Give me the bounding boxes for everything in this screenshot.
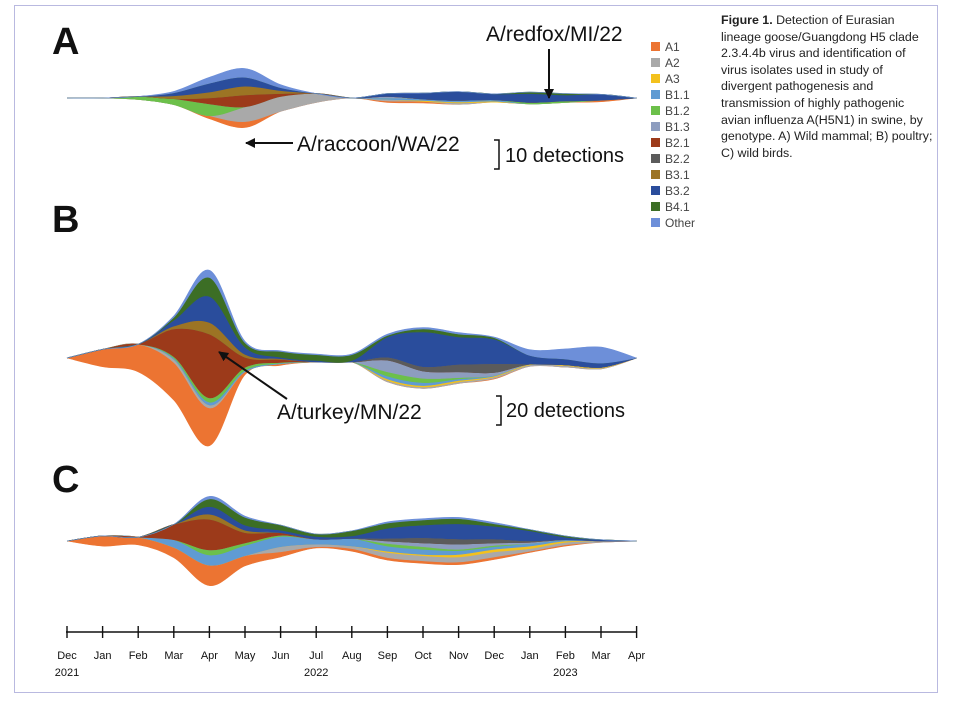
annotation-redfox: A/redfox/MI/22 (486, 23, 623, 46)
x-tick-label: Jul (309, 650, 323, 662)
x-tick-label: Oct (414, 650, 431, 662)
scale-label-b: 20 detections (506, 400, 625, 422)
x-tick-label: May (235, 650, 256, 662)
scale-bracket-b (496, 395, 502, 426)
x-tick-label: Apr (628, 650, 645, 662)
legend-swatch (651, 106, 660, 115)
scale-bracket-a (494, 139, 500, 170)
legend-label: B1.3 (665, 120, 690, 134)
x-tick-label: Mar (592, 650, 611, 662)
legend-swatch (651, 58, 660, 67)
x-tick-label: Jan (94, 650, 112, 662)
legend-label: Other (665, 216, 695, 230)
legend-label: B3.1 (665, 168, 690, 182)
x-tick-label: Apr (201, 650, 218, 662)
annotation-raccoon: A/raccoon/WA/22 (297, 133, 460, 156)
panel-letter-c: C (52, 459, 79, 501)
x-tick-label: Aug (342, 650, 362, 662)
legend-swatch (651, 218, 660, 227)
legend-swatch (651, 138, 660, 147)
legend-label: B3.2 (665, 184, 690, 198)
legend-swatch (651, 90, 660, 99)
legend-label: A3 (665, 72, 680, 86)
caption-text: Detection of Eurasian lineage goose/Guan… (721, 13, 933, 160)
legend-label: B1.1 (665, 88, 690, 102)
x-tick-label: Mar (164, 650, 183, 662)
scale-label-a: 10 detections (505, 145, 624, 167)
x-tick-label: Dec (57, 650, 77, 662)
legend-swatch (651, 74, 660, 83)
panel-letter-a: A (52, 21, 79, 63)
x-axis-ticks: Dec 2021 Jan Feb Mar Apr May Jun Jul 2022 Aug Sep Oc… (55, 626, 645, 679)
stream-layer-other (66, 269, 637, 364)
legend-label: B2.2 (665, 152, 690, 166)
x-tick-label: Jun (272, 650, 290, 662)
x-tick-label: Feb (556, 650, 575, 662)
legend-label: B1.2 (665, 104, 690, 118)
stream-layer-other (66, 68, 637, 99)
x-tick-year-label: 2022 (304, 667, 328, 679)
legend-label: B2.1 (665, 136, 690, 150)
x-tick-label: Nov (449, 650, 469, 662)
x-tick-label: Sep (378, 650, 398, 662)
stream-layer-other (66, 496, 637, 542)
arrow-turkey (218, 351, 288, 400)
legend-label: A1 (665, 40, 680, 54)
annotation-turkey: A/turkey/MN/22 (277, 401, 422, 424)
legend-label: B4.1 (665, 200, 690, 214)
x-tick-label: Jan (521, 650, 539, 662)
legend: A1 A2 A3 B1.1 B1.2 B1.3 B2.1 B2.2 B3.1 B3.2 B4.1 Ot… (651, 40, 695, 230)
x-tick-year-label: 2023 (553, 667, 577, 679)
caption-label: Figure 1. (721, 13, 773, 27)
legend-swatch (651, 122, 660, 131)
stream-panel-a (66, 68, 637, 128)
figure-caption: Figure 1. Detection of Eurasian lineage … (721, 12, 933, 161)
legend-swatch (651, 170, 660, 179)
x-tick-label: Feb (129, 650, 148, 662)
panel-letter-b: B (52, 199, 79, 241)
legend-swatch (651, 42, 660, 51)
x-tick-label: Dec (484, 650, 504, 662)
stream-panel-b (66, 269, 637, 447)
legend-swatch (651, 202, 660, 211)
x-tick-year-label: 2021 (55, 667, 79, 679)
legend-label: A2 (665, 56, 680, 70)
legend-swatch (651, 186, 660, 195)
legend-swatch (651, 154, 660, 163)
stream-panel-c (66, 496, 637, 586)
